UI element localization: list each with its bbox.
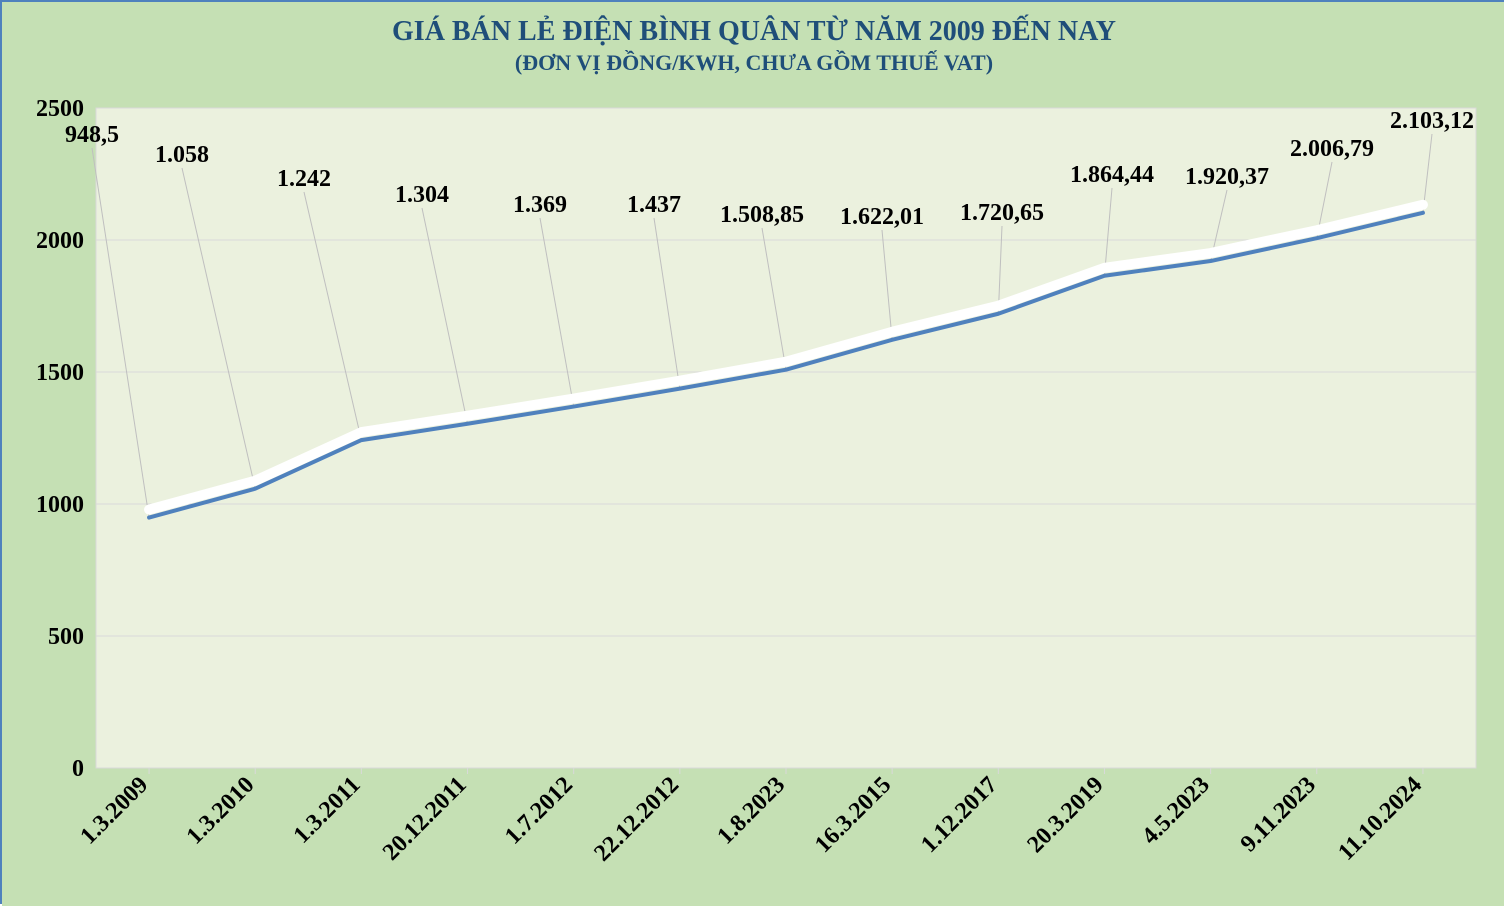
y-tick-label: 1500 — [36, 360, 84, 386]
chart-container: GIÁ BÁN LẺ ĐIỆN BÌNH QUÂN TỪ NĂM 2009 ĐẾ… — [0, 0, 1504, 904]
chart-subtitle: (ĐƠN VỊ ĐỒNG/KWH, CHƯA GỒM THUẾ VAT) — [515, 50, 993, 75]
data-label: 1.622,01 — [840, 204, 924, 230]
data-label: 2.006,79 — [1290, 136, 1374, 162]
data-label: 1.864,44 — [1070, 162, 1154, 188]
y-tick-label: 2500 — [36, 96, 84, 122]
data-label: 2.103,12 — [1390, 108, 1474, 134]
line-chart: GIÁ BÁN LẺ ĐIỆN BÌNH QUÂN TỪ NĂM 2009 ĐẾ… — [2, 2, 1504, 906]
y-tick-label: 0 — [72, 756, 84, 782]
y-tick-label: 1000 — [36, 492, 84, 518]
data-label: 1.304 — [395, 182, 449, 208]
chart-title: GIÁ BÁN LẺ ĐIỆN BÌNH QUÂN TỪ NĂM 2009 ĐẾ… — [392, 15, 1116, 47]
data-label: 1.242 — [277, 166, 331, 192]
data-label: 1.437 — [627, 192, 681, 218]
data-label: 1.720,65 — [960, 200, 1044, 226]
y-tick-label: 500 — [48, 624, 84, 650]
data-label: 1.369 — [513, 192, 567, 218]
data-label: 1.920,37 — [1185, 164, 1269, 190]
data-label: 1.508,85 — [720, 202, 804, 228]
data-label: 948,5 — [65, 122, 119, 148]
y-tick-label: 2000 — [36, 228, 84, 254]
data-label: 1.058 — [155, 142, 209, 168]
